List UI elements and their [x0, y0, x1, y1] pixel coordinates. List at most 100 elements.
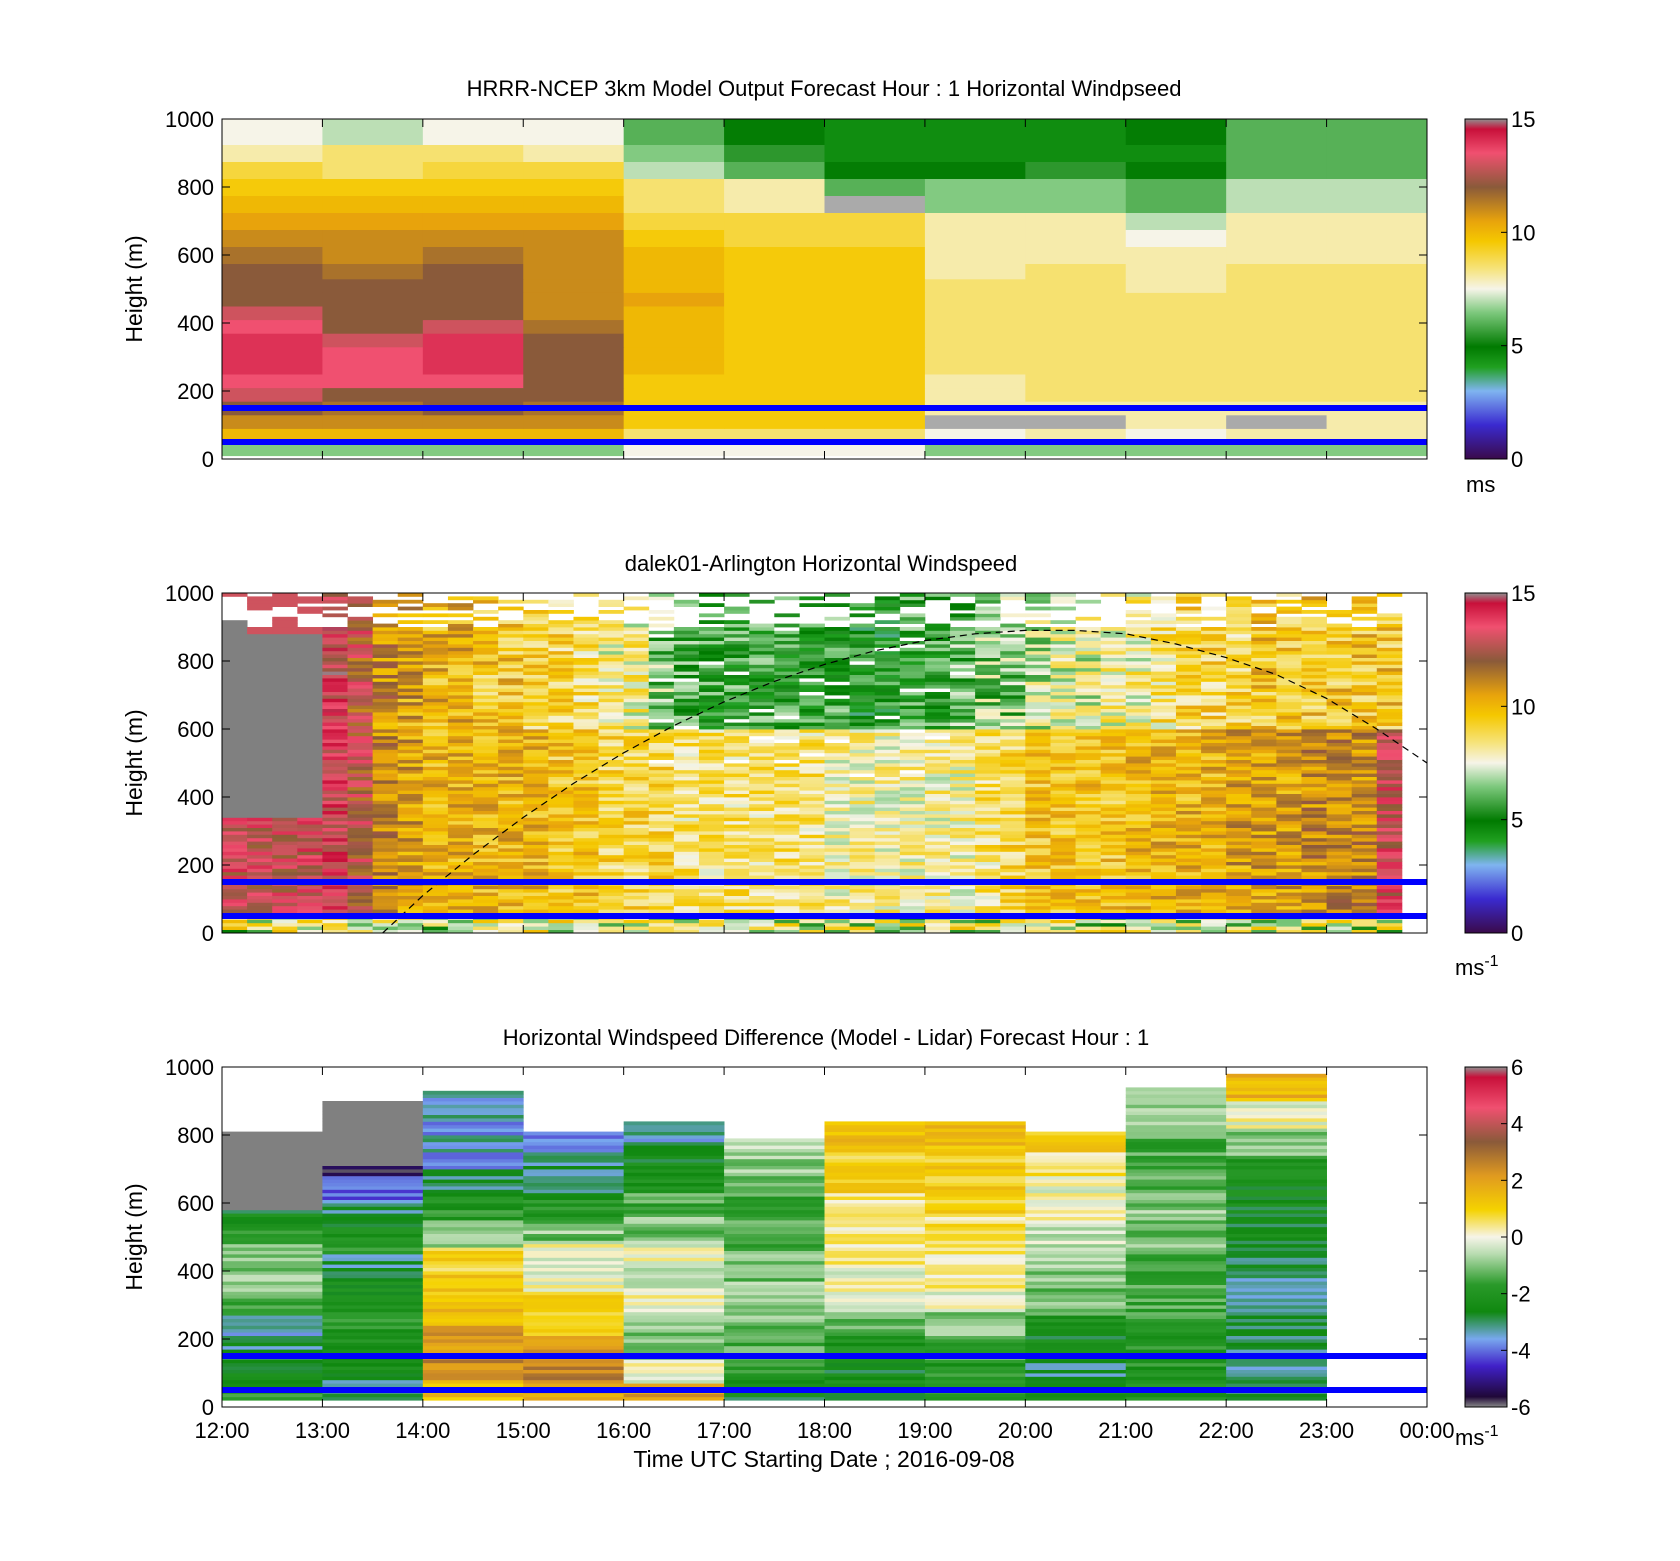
lidar-cell: [447, 885, 474, 890]
lidar-cell: [950, 688, 976, 692]
lidar-cell: [1326, 657, 1353, 662]
lidar-cell: [824, 664, 851, 669]
lidar-cell: [297, 902, 323, 907]
lidar-cell: [698, 776, 725, 781]
lidar-cell: [799, 664, 825, 669]
lidar-cell: [1025, 919, 1051, 924]
lidar-cell: [774, 797, 800, 801]
lidar-cell: [247, 630, 273, 635]
lidar-cell: [322, 633, 348, 638]
lidar-cell: [724, 831, 750, 835]
lidar-cell: [548, 746, 574, 750]
lidar-cell: [648, 895, 675, 900]
lidar-cell: [1150, 824, 1177, 828]
lidar-cell: [247, 780, 273, 784]
lidar-cell: [498, 888, 524, 893]
model-cell: [322, 346, 424, 361]
lidar-cell: [874, 657, 901, 662]
lidar-cell: [1326, 848, 1353, 852]
lidar-cell: [1201, 895, 1227, 900]
lidar-cell: [498, 919, 524, 924]
lidar-cell: [874, 837, 901, 842]
lidar-cell: [1301, 797, 1327, 801]
lidar-cell: [473, 701, 499, 706]
lidar-cell: [1326, 678, 1353, 682]
lidar-cell: [447, 654, 474, 658]
lidar-cell: [1376, 769, 1403, 774]
lidar-cell: [849, 868, 876, 873]
difference-cell: [222, 1345, 323, 1350]
lidar-cell: [1276, 837, 1302, 842]
lidar-cell: [473, 722, 499, 726]
lidar-cell: [222, 647, 248, 652]
lidar-cell: [950, 899, 976, 903]
lidar-cell: [347, 684, 374, 689]
lidar-cell: [1150, 892, 1177, 896]
lidar-cell: [774, 681, 800, 686]
lidar-cell: [799, 650, 825, 655]
lidar-cell: [247, 834, 273, 839]
lidar-cell: [623, 814, 650, 818]
lidar-cell: [498, 637, 524, 641]
lidar-cell: [899, 667, 926, 672]
lidar-cell: [447, 742, 474, 747]
lidar-cell: [799, 851, 825, 856]
lidar-cell: [899, 776, 926, 781]
lidar-cell: [573, 895, 599, 900]
model-cell: [724, 178, 825, 196]
lidar-cell: [548, 630, 574, 635]
lidar-cell: [1025, 681, 1051, 686]
lidar-cell: [899, 922, 926, 927]
model-cell: [422, 292, 524, 307]
lidar-cell: [1025, 899, 1051, 903]
lidar-cell: [372, 865, 399, 869]
lidar-cell: [1251, 837, 1277, 842]
lidar-cell: [673, 817, 700, 822]
lidar-cell: [1075, 674, 1102, 679]
lidar-cell: [874, 606, 901, 611]
lidar-cell: [1100, 681, 1127, 686]
lidar-cell: [623, 844, 650, 849]
lidar-cell: [874, 712, 901, 716]
lidar-cell: [673, 749, 700, 754]
model-cell: [1125, 263, 1227, 280]
lidar-cell: [1150, 905, 1177, 910]
lidar-cell: [1125, 729, 1152, 733]
lidar-cell: [1075, 844, 1102, 849]
lidar-cell: [724, 769, 750, 774]
lidar-cell: [222, 929, 248, 933]
lidar-cell: [222, 919, 248, 924]
lidar-cell: [1075, 752, 1102, 757]
lidar-cell: [598, 786, 625, 791]
lidar-cell: [1150, 803, 1177, 808]
lidar-cell: [1100, 739, 1127, 743]
lidar-cell: [749, 861, 775, 866]
lidar-cell: [1050, 786, 1076, 791]
lidar-cell: [1301, 715, 1327, 720]
lidar-cell: [1301, 705, 1327, 709]
lidar-cell: [1326, 681, 1353, 686]
lidar-cell: [1100, 800, 1127, 805]
lidar-cell: [1376, 827, 1403, 832]
lidar-cell: [673, 888, 700, 893]
lidar-cell: [1201, 752, 1227, 757]
lidar-cell: [372, 688, 399, 692]
model-cell: [322, 178, 424, 196]
lidar-cell: [1276, 926, 1302, 930]
lidar-cell: [724, 712, 750, 716]
lidar-cell: [1276, 776, 1302, 781]
lidar-cell: [899, 865, 926, 869]
lidar-cell: [799, 623, 825, 628]
lidar-cell: [1150, 766, 1177, 771]
lidar-cell: [1326, 861, 1353, 866]
lidar-cell: [598, 885, 625, 890]
lidar-cell: [322, 902, 348, 907]
lidar-cell: [899, 593, 926, 597]
lidar-cell: [724, 865, 750, 869]
lidar-cell: [975, 729, 1001, 733]
lidar-cell: [1150, 613, 1177, 618]
lidar-cell: [673, 899, 700, 903]
lidar-cell: [372, 657, 399, 662]
lidar-cell: [1025, 657, 1051, 662]
lidar-cell: [1276, 593, 1302, 597]
